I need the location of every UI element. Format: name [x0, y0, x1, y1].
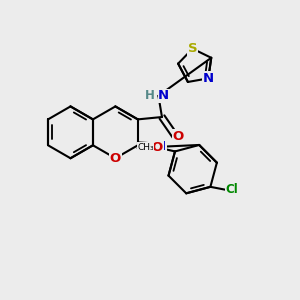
Text: S: S	[188, 42, 197, 55]
Text: O: O	[110, 152, 121, 165]
Text: Cl: Cl	[226, 183, 239, 196]
Text: N: N	[155, 140, 166, 153]
Text: H: H	[145, 89, 155, 102]
Text: O: O	[152, 140, 163, 154]
Text: CH₃: CH₃	[137, 142, 154, 152]
Text: O: O	[172, 130, 184, 143]
Text: N: N	[203, 72, 214, 85]
Text: N: N	[158, 89, 169, 102]
